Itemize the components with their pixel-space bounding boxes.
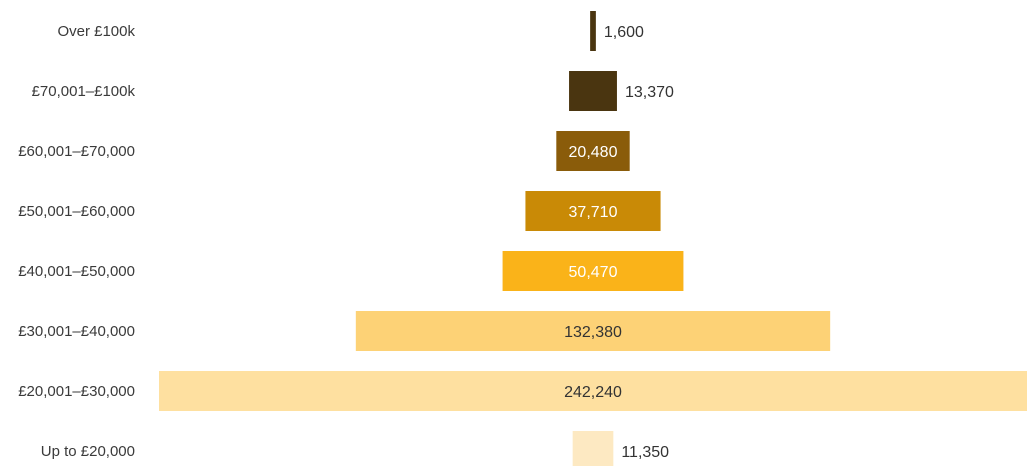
value-label-30-001-40-000: 132,380 (564, 324, 622, 341)
value-label-40-001-50-000: 50,470 (569, 264, 618, 281)
category-label-40-001-50-000: £40,001–£50,000 (18, 263, 135, 280)
category-label-60-001-70-000: £60,001–£70,000 (18, 143, 135, 160)
category-label-70-001-100k: £70,001–£100k (32, 83, 136, 100)
value-label-50-001-60-000: 37,710 (569, 204, 618, 221)
bar-30-001-40-000 (355, 311, 831, 351)
value-label-20-001-30-000: 242,240 (564, 384, 622, 401)
category-label-50-001-60-000: £50,001–£60,000 (18, 203, 135, 220)
category-label-up-to-20-000: Up to £20,000 (41, 443, 135, 460)
bar-60-001-70-000 (556, 131, 630, 171)
bars (159, 11, 1027, 466)
category-label-over-100k: Over £100k (57, 23, 135, 40)
value-label-over-100k: 1,600 (604, 24, 644, 41)
bar-40-001-50-000 (502, 251, 684, 291)
bar-70-001-100k (569, 71, 617, 111)
category-labels: Over £100k £70,001–£100k £60,001–£70,000 £5… (18, 23, 135, 460)
bar-50-001-60-000 (525, 191, 661, 231)
category-label-20-001-30-000: £20,001–£30,000 (18, 383, 135, 400)
bar-over-100k (590, 11, 596, 51)
bar-20-001-30-000 (159, 371, 1027, 411)
value-label-70-001-100k: 13,370 (625, 84, 674, 101)
category-label-30-001-40-000: £30,001–£40,000 (18, 323, 135, 340)
value-label-60-001-70-000: 20,480 (569, 144, 618, 161)
value-label-up-to-20-000: 11,350 (621, 444, 669, 461)
bar-up-to-20-000 (572, 431, 614, 466)
value-labels: 1,600 13,370 20,480 37,710 50,470 132,380 242,… (564, 24, 674, 461)
